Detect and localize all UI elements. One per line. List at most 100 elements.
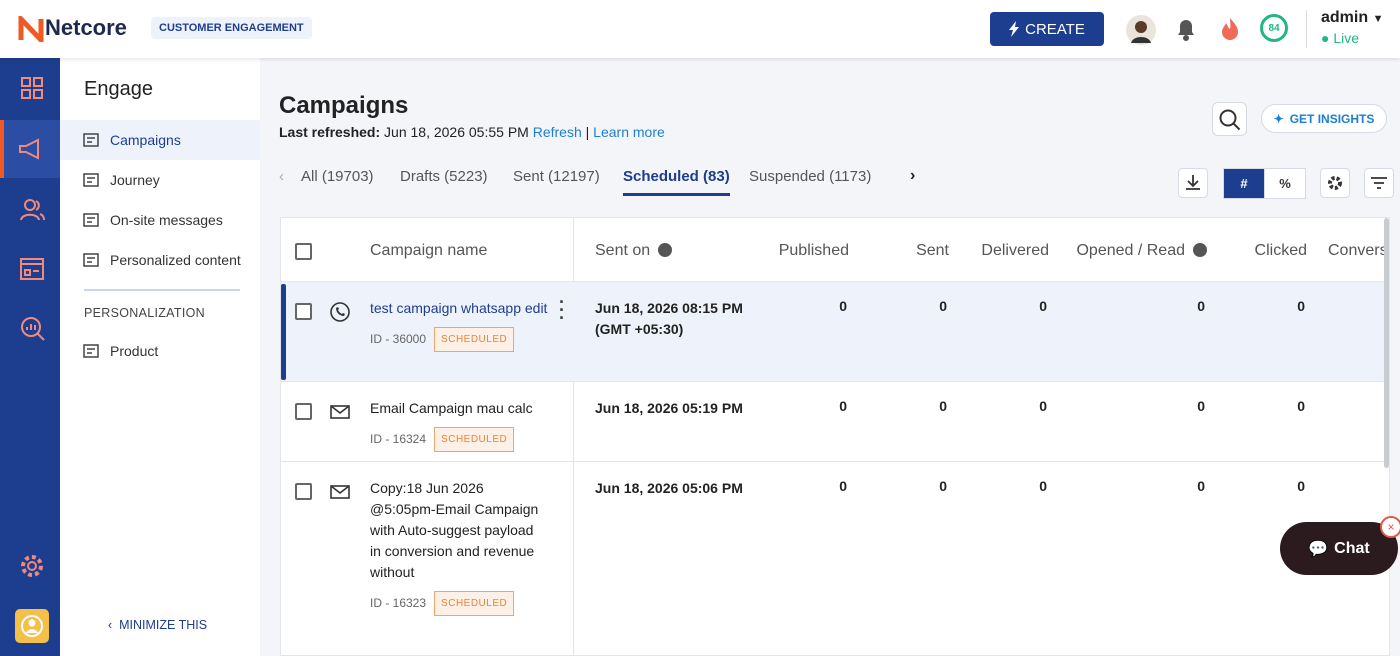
nav-item-label: Campaigns [110,132,181,148]
logo-mark [18,16,44,42]
streak-icon[interactable] [1220,16,1240,42]
campaign-table: Campaign name Sent on Published Sent Deliver… [280,217,1390,656]
refresh-link[interactable]: Refresh [532,124,582,140]
view-toggle[interactable]: % [1264,168,1306,199]
status-tag: SCHEDULED [434,591,515,616]
tabs-prev[interactable]: ‹ [279,168,284,185]
nav-item[interactable]: Product [60,331,260,371]
nav-item[interactable]: Personalized content [60,240,260,280]
icon [329,401,351,428]
score-badge[interactable]: 84 [1260,14,1288,42]
profile-button[interactable] [15,609,49,643]
chat-button[interactable]: 💬 Chat [1280,522,1398,575]
engage-nav-active[interactable] [0,120,60,178]
campaign-name[interactable]: Copy:18 Jun 2026 @5:05pm-Email Campaign … [370,480,539,580]
separator: | [585,124,590,140]
nav-item-label: Personalized content [110,252,241,268]
metric-value: 0 [1039,478,1047,494]
campaign-meta: ID - 16324 SCHEDULED [370,427,548,452]
settings-button[interactable] [1320,168,1350,198]
campaign-id: ID - 16324 [370,432,427,446]
tabs-next[interactable]: › [910,167,916,184]
refreshed-time: Jun 18, 2026 05:55 PM [384,124,529,140]
nav-item-label: Journey [110,172,160,188]
tab[interactable]: Suspended (1173) [749,168,872,185]
campaign-meta: ID - 36000 SCHEDULED [370,327,548,352]
campaign-name[interactable]: test campaign whatsapp edit [370,300,548,316]
column-header: Sent on [595,242,673,260]
create-button[interactable]: CREATE [990,12,1104,46]
dashboard-icon[interactable] [20,76,44,100]
icon [82,211,100,232]
tab[interactable]: All (19703) [301,168,374,185]
nav-item[interactable]: On-site messages [60,200,260,240]
column-header: Opened / Read [1076,242,1207,260]
analytics-icon[interactable] [20,316,46,342]
chat-close[interactable]: × [1380,516,1400,538]
nav-item[interactable]: Journey [60,160,260,200]
minimize-button[interactable]: ‹ MINIMIZE THIS [108,618,208,632]
search-button[interactable] [1212,102,1247,136]
info-icon[interactable] [1193,243,1207,257]
tab[interactable]: Drafts (5223) [400,168,488,185]
audience-icon[interactable] [20,198,46,222]
campaign-cell: Copy:18 Jun 2026 @5:05pm-Email Campaign … [370,478,548,616]
tab[interactable]: Scheduled (83) [623,168,730,196]
view-toggle[interactable]: # [1223,168,1265,199]
avatar[interactable] [1126,15,1156,45]
notifications[interactable] [1174,16,1198,42]
minimize-label: MINIMIZE THIS [119,618,208,632]
top-bar: Netcore CUSTOMER ENGAGEMENT CREATE 84 ad… [0,0,1400,58]
info-icon[interactable] [658,243,673,257]
row-menu[interactable]: · · · [559,292,565,328]
section-title: Engage [84,78,153,100]
column-header: Clicked [1254,242,1307,259]
learn-more-link[interactable]: Learn more [593,124,665,140]
user-name[interactable]: admin ▼ [1321,9,1384,26]
download-button[interactable] [1178,168,1208,198]
campaign-cell: Email Campaign mau calc ID - 16324 SCHEDUL… [370,398,548,452]
sent-on: Jun 18, 2026 08:15 PM (GMT +05:30) [595,300,743,337]
metric-value: 0 [1297,298,1305,314]
section-heading: PERSONALIZATION [84,306,205,320]
table-row[interactable]: Email Campaign mau calc ID - 16324 SCHEDUL… [281,381,1389,461]
campaign-name[interactable]: Email Campaign mau calc [370,400,533,416]
filter-button[interactable] [1364,168,1394,198]
selected-indicator [281,284,286,380]
row-checkbox[interactable] [295,483,312,500]
column-header: Delivered [981,242,1049,259]
metric-value: 0 [1297,478,1305,494]
chat-label: Chat [1334,539,1370,557]
logo: Netcore [45,15,127,40]
row-checkbox[interactable] [295,403,312,420]
metric-value: 0 [839,478,847,494]
scrollbar [1384,218,1389,468]
nav-item[interactable]: Campaigns [60,120,260,160]
column-header: Campaign name [370,242,488,259]
sent-on: Jun 18, 2026 05:19 PM [595,400,743,416]
select-all-checkbox[interactable] [295,243,312,260]
refresh-info: Last refreshed: Jun 18, 2026 05:55 PM Re… [279,124,665,140]
metric-value: 0 [939,478,947,494]
table-row[interactable]: Copy:18 Jun 2026 @5:05pm-Email Campaign … [281,461,1389,643]
icon [82,171,100,192]
settings-icon[interactable] [19,553,45,579]
nav-item-label: Product [110,343,159,359]
divider [84,289,240,291]
product-badge: CUSTOMER ENGAGEMENT [151,17,312,39]
tab[interactable]: Sent (12197) [513,168,600,185]
metric-value: 0 [839,298,847,314]
column-header: Published [778,242,849,259]
column-header: Conversions [1328,242,1390,259]
create-label: CREATE [1025,20,1085,38]
row-checkbox[interactable] [295,303,312,320]
sent-on: Jun 18, 2026 05:06 PM [595,480,743,496]
metric-value: 0 [939,398,947,414]
metric-value: 0 [1297,398,1305,414]
insights-button[interactable]: ✦ GET INSIGHTS [1261,104,1387,133]
content-icon[interactable] [20,258,44,280]
status-tag: SCHEDULED [434,427,515,452]
icon [82,342,100,363]
table-row[interactable]: test campaign whatsapp edit ID - 36000 SCH… [281,281,1389,381]
